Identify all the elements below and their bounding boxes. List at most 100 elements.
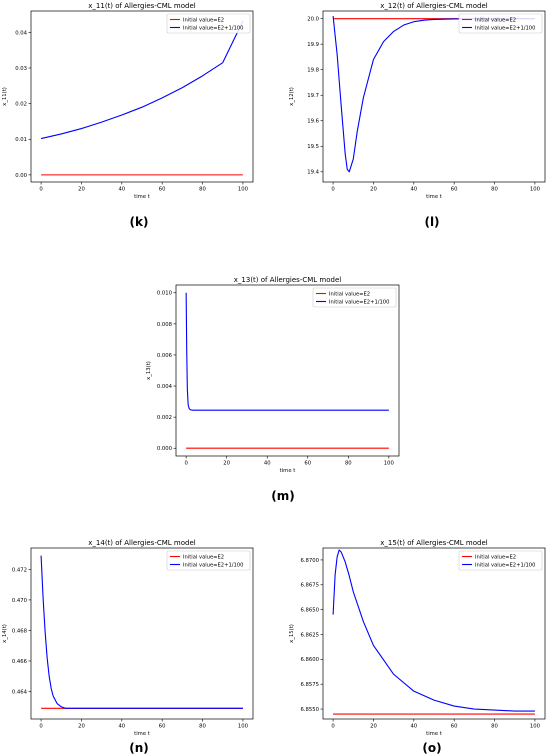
legend-box	[166, 13, 251, 34]
x-tick-label: 60	[451, 724, 458, 730]
x-tick-label: 60	[451, 187, 458, 193]
x-axis-label: time t	[426, 194, 442, 200]
legend-box	[458, 550, 543, 571]
y-tick-label: 19.9	[307, 42, 319, 48]
x-tick-label: 20	[370, 724, 377, 730]
legend-entry: Initial value=E2	[329, 292, 370, 298]
y-tick-label: 19.6	[307, 119, 319, 125]
y-tick-label: 0.470	[12, 598, 28, 604]
x-tick-label: 20	[223, 461, 230, 467]
y-tick-label: 0.04	[15, 30, 27, 36]
legend-entry: Initial value=E2+1/100	[183, 26, 243, 32]
legend-entry: Initial value=E2+1/100	[329, 300, 389, 306]
legend-entry: Initial value=E2	[183, 555, 224, 561]
series-line-1	[185, 292, 389, 411]
y-tick-label: 0.000	[157, 446, 173, 452]
y-tick-label: 0.464	[12, 689, 28, 695]
series-line-1	[40, 20, 244, 140]
x-tick-label: 40	[410, 724, 417, 730]
x-axis-label: time t	[134, 194, 150, 200]
x-tick-label: 80	[199, 724, 206, 730]
x-tick-label: 20	[78, 187, 85, 193]
legend: Initial value=E2 Initial value=E2+1/100	[458, 550, 543, 571]
x-axis-label: time t	[426, 731, 442, 737]
plot-frame	[175, 284, 400, 457]
legend-box	[166, 550, 251, 571]
y-tick-label: 0.03	[15, 66, 27, 72]
y-tick-label: 6.8600	[300, 657, 319, 663]
series-line-1	[40, 555, 243, 709]
x-tick-label: 0	[331, 187, 335, 193]
y-tick-label: 0.468	[12, 628, 28, 634]
plot-frame	[322, 547, 546, 720]
legend-box	[458, 13, 543, 34]
x-tick-label: 100	[238, 724, 249, 730]
y-tick-label: 0.006	[157, 353, 173, 359]
legend: Initial value=E2 Initial value=E2+1/100	[458, 13, 543, 34]
legend: Initial value=E2 Initial value=E2+1/100	[312, 287, 397, 308]
y-tick-label: 20.0	[307, 17, 319, 23]
x-axis-label: time t	[280, 468, 296, 474]
y-tick-label: 19.8	[307, 68, 319, 74]
plot-frame	[322, 10, 546, 183]
y-axis-label: x_11(t)	[2, 87, 8, 106]
y-tick-label: 0.472	[12, 567, 27, 573]
x-tick-label: 40	[410, 187, 417, 193]
x-tick-label: 60	[159, 724, 166, 730]
legend: Initial value=E2 Initial value=E2+1/100	[166, 13, 251, 34]
y-axis-label: x_14(t)	[2, 624, 8, 643]
chart-title: x_11(t) of Allergies-CML model	[88, 2, 195, 10]
x-tick-label: 0	[331, 724, 335, 730]
y-tick-label: 6.8550	[300, 707, 319, 713]
y-tick-label: 6.8625	[300, 632, 319, 638]
chart-title: x_13(t) of Allergies-CML model	[234, 276, 341, 284]
x-tick-label: 80	[491, 724, 498, 730]
x-tick-label: 20	[78, 724, 85, 730]
y-axis-label: x_13(t)	[146, 361, 152, 380]
chart-panel-4: x_15(t) of Allergies-CML model 0 20 40 60 80 1…	[289, 539, 546, 755]
x-tick-label: 60	[304, 461, 311, 467]
legend-entry: Initial value=E2+1/100	[475, 26, 535, 32]
y-axis-label: x_15(t)	[289, 624, 295, 643]
x-tick-label: 40	[118, 724, 125, 730]
y-tick-label: 0.466	[12, 659, 28, 665]
y-tick-label: 0.010	[157, 291, 173, 297]
legend: Initial value=E2 Initial value=E2+1/100	[166, 550, 251, 571]
legend-box	[312, 287, 397, 308]
legend-entry: Initial value=E2	[475, 18, 516, 24]
x-tick-label: 100	[530, 187, 541, 193]
x-tick-label: 0	[39, 187, 43, 193]
legend-entry: Initial value=E2	[183, 18, 224, 24]
y-tick-label: 0.004	[157, 384, 173, 390]
plot-frame	[30, 10, 254, 183]
x-tick-label: 0	[39, 724, 43, 730]
y-axis-label: x_12(t)	[289, 87, 295, 106]
y-tick-label: 19.4	[307, 170, 319, 176]
x-tick-label: 40	[264, 461, 271, 467]
x-tick-label: 40	[118, 187, 125, 193]
y-tick-label: 0.002	[157, 415, 172, 421]
legend-entry: Initial value=E2+1/100	[183, 563, 243, 569]
legend-entry: Initial value=E2+1/100	[475, 563, 535, 569]
x-tick-label: 100	[530, 724, 541, 730]
y-tick-label: 6.8700	[300, 558, 319, 564]
x-tick-label: 80	[345, 461, 352, 467]
y-tick-label: 6.8650	[300, 608, 319, 614]
chart-panel-2: x_13(t) of Allergies-CML model 0 20 40 60 80 1…	[146, 276, 400, 503]
x-tick-label: 60	[159, 187, 166, 193]
x-tick-label: 80	[199, 187, 206, 193]
series-line-1	[332, 549, 535, 712]
y-tick-label: 0.01	[15, 137, 27, 143]
chart-title: x_15(t) of Allergies-CML model	[380, 539, 487, 547]
y-tick-label: 19.5	[307, 144, 319, 150]
y-tick-label: 0.02	[15, 102, 27, 108]
y-tick-label: 0.00	[15, 173, 27, 179]
chart-title: x_14(t) of Allergies-CML model	[88, 539, 195, 547]
x-tick-label: 100	[238, 187, 249, 193]
panel-label: (l)	[424, 215, 439, 229]
panel-label: (m)	[271, 489, 294, 503]
chart-title: x_12(t) of Allergies-CML model	[380, 2, 487, 10]
x-axis-label: time t	[134, 731, 150, 737]
x-tick-label: 80	[491, 187, 498, 193]
